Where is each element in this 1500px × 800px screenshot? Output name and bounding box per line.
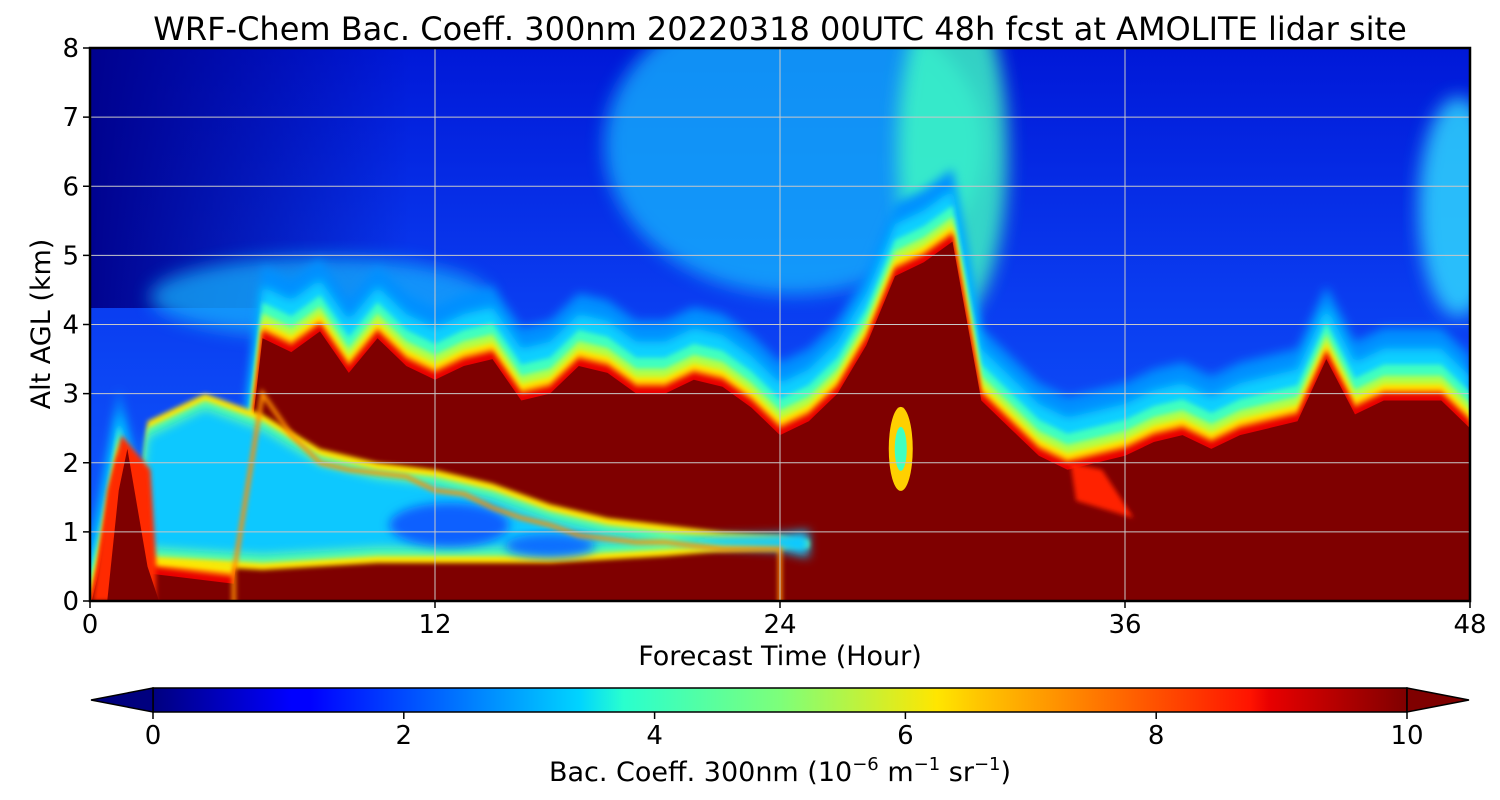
colorbar-label-exponent: −6: [852, 754, 879, 775]
colorbar-tick-label: 0: [145, 721, 162, 751]
y-tick-label: 2: [62, 449, 79, 479]
colorbar-label-unit-sr: sr: [940, 757, 975, 788]
chart-title: WRF-Chem Bac. Coeff. 300nm 20220318 00UT…: [153, 10, 1407, 48]
haze-right-edge: [1418, 97, 1470, 317]
x-axis: 0 12 24 36 48: [82, 601, 1487, 640]
colorbar-label-close: ): [1000, 757, 1011, 788]
colorbar-label-main: Bac. Coeff. 300nm (10: [549, 757, 852, 788]
y-axis: 0 1 2 3 4 5 6 7 8: [62, 34, 90, 617]
y-tick-label: 6: [62, 172, 79, 202]
plot-area: [90, 48, 1470, 601]
colorbar-tick-label: 10: [1390, 721, 1423, 751]
y-tick-label: 0: [62, 587, 79, 617]
y-tick-label: 8: [62, 34, 79, 64]
clean-pocket-core: [894, 426, 907, 471]
surface-spike-core: [107, 448, 159, 601]
colorbar-label: Bac. Coeff. 300nm (10−6 m−1 sr−1): [549, 754, 1011, 788]
y-tick-label: 5: [62, 241, 79, 271]
colorbar-label-exponent-sr: −1: [974, 754, 1001, 775]
colorbar-over-arrow: [1406, 687, 1470, 713]
colorbar-tick-label: 8: [1148, 721, 1165, 751]
y-tick-label: 4: [62, 311, 79, 341]
x-tick-label: 12: [418, 610, 451, 640]
colorbar-tick-label: 6: [897, 721, 914, 751]
colorbar-tick-label: 4: [646, 721, 663, 751]
x-axis-label: Forecast Time (Hour): [638, 641, 922, 672]
x-tick-label: 24: [763, 610, 796, 640]
colorbar-label-unit-m: m: [879, 757, 914, 788]
x-tick-label: 48: [1453, 610, 1486, 640]
clean-core-16h: [505, 533, 595, 558]
y-axis-label: Alt AGL (km): [26, 239, 57, 410]
colorbar-under-arrow: [90, 687, 154, 713]
clean-zone-inner: [133, 408, 809, 575]
colorbar-label-exponent-m: −1: [914, 754, 941, 775]
x-tick-label: 36: [1108, 610, 1141, 640]
colorbar-tick-label: 2: [396, 721, 413, 751]
colorbar: 0 2 4 6 8 10 Bac. Coeff. 300nm (10−6 m−1 sr−1…: [90, 687, 1470, 788]
y-tick-label: 1: [62, 518, 79, 548]
plume-top-edge: [231, 388, 782, 601]
clean-core-12h: [389, 502, 510, 547]
y-tick-label: 3: [62, 380, 79, 410]
elevated-patch: [1070, 462, 1134, 519]
x-tick-label: 0: [82, 610, 99, 640]
y-tick-label: 7: [62, 103, 79, 133]
colorbar-gradient: [152, 687, 1408, 713]
